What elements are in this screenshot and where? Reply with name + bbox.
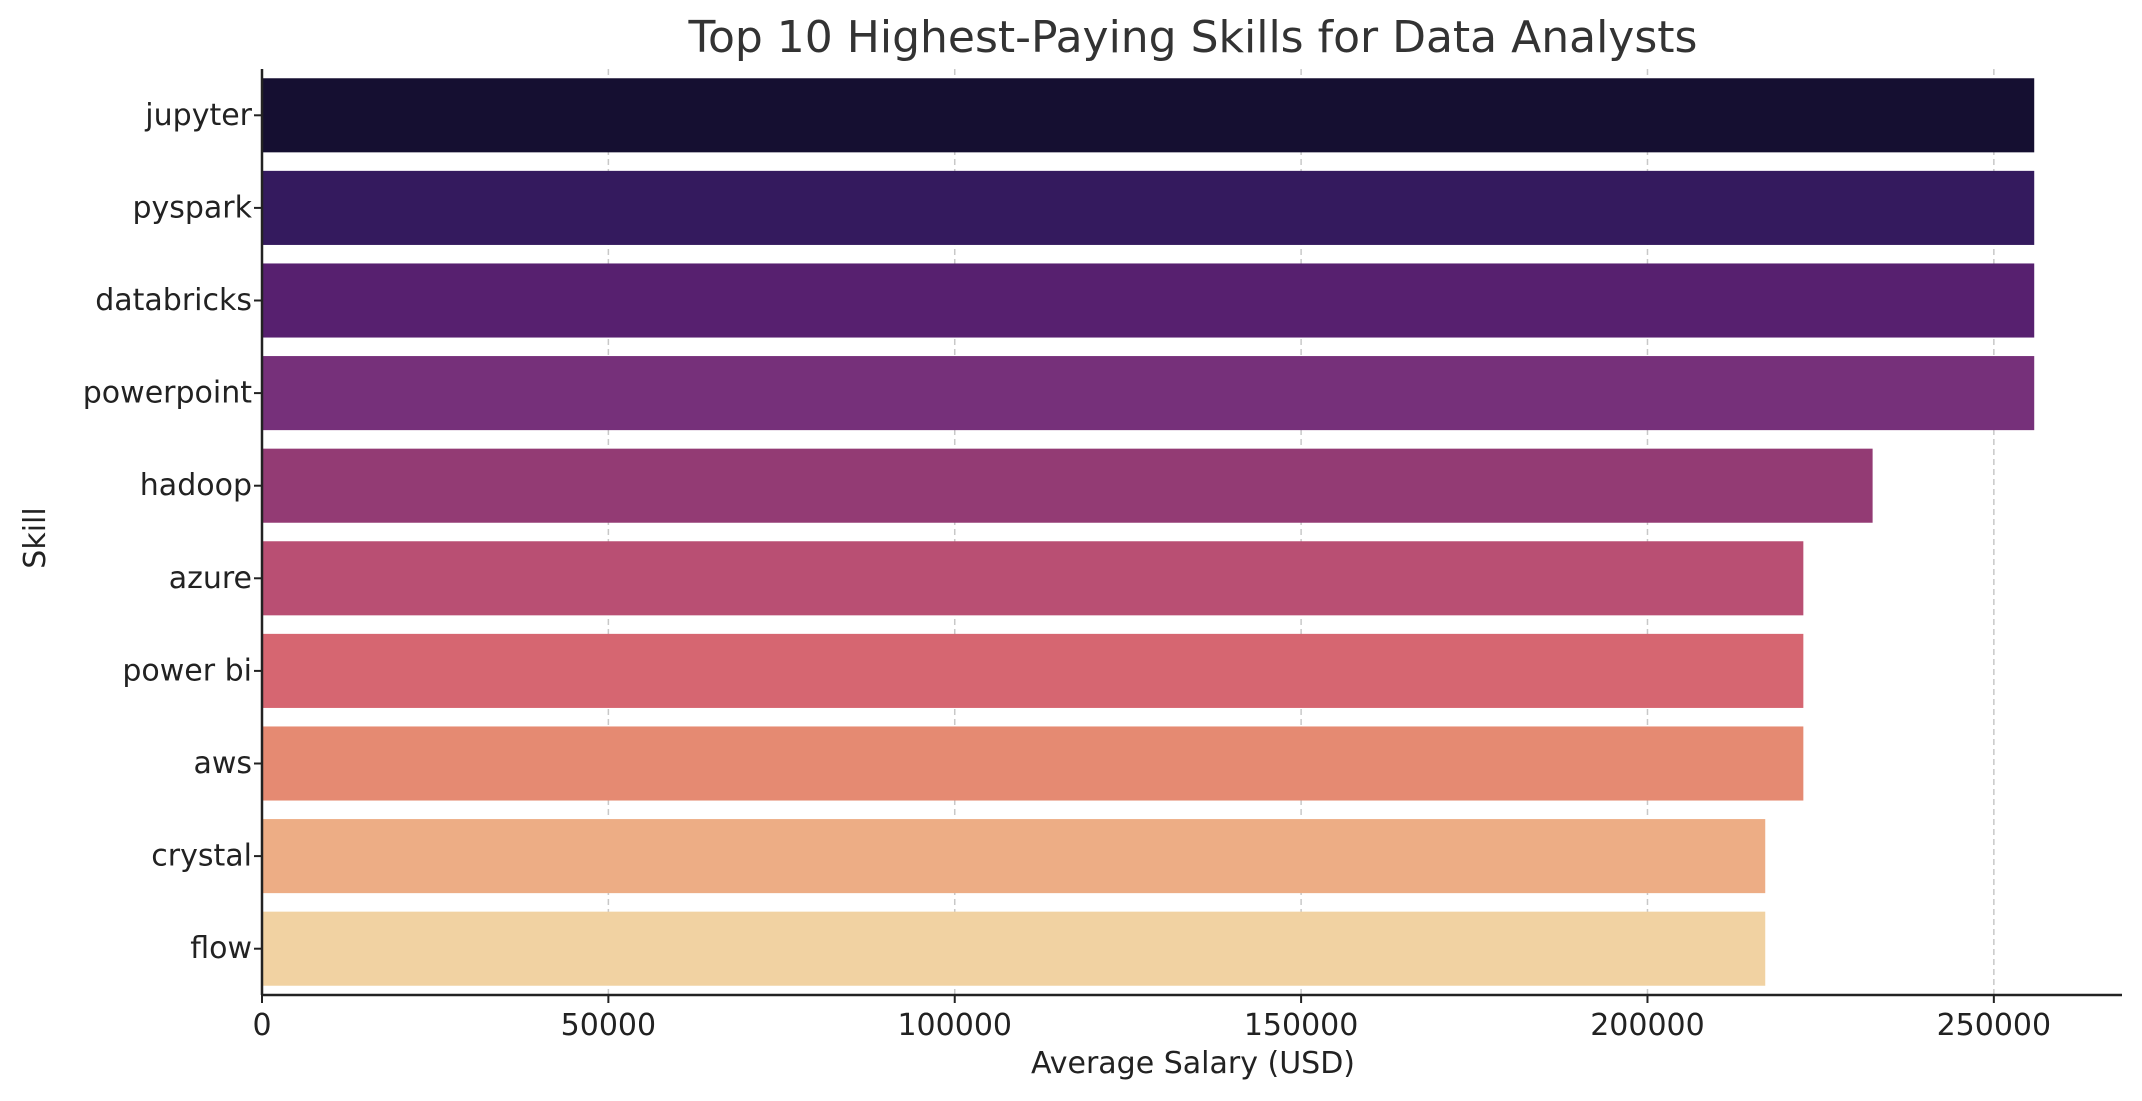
bar-powerpoint — [262, 356, 2035, 431]
axes — [260, 69, 2122, 997]
x-ticks: 0 50000 100000 150000 200000 250000 — [252, 995, 2051, 1043]
bar-power-bi — [262, 633, 1804, 708]
bar-azure — [262, 541, 1804, 616]
y-tick-label: hadoop — [140, 468, 252, 503]
x-tick-label: 200000 — [1590, 1008, 1705, 1043]
x-axis-label: Average Salary (USD) — [1031, 1046, 1355, 1081]
y-tick-label: azure — [169, 561, 252, 596]
y-tick-label: powerpoint — [83, 376, 252, 411]
x-tick-label: 250000 — [1937, 1008, 2052, 1043]
bar-aws — [262, 726, 1804, 801]
bar-hadoop — [262, 448, 1873, 523]
bar-databricks — [262, 263, 2035, 338]
bar-jupyter — [262, 78, 2035, 153]
bar-crystal — [262, 819, 1766, 894]
y-tick-label: flow — [190, 931, 252, 966]
y-tick-label: pyspark — [132, 190, 252, 225]
x-tick-label: 150000 — [1244, 1008, 1359, 1043]
x-tick-label: 50000 — [561, 1008, 656, 1043]
y-tick-label: crystal — [151, 839, 252, 874]
y-axis-label: Skill — [18, 507, 53, 568]
x-tick-label: 100000 — [897, 1008, 1012, 1043]
y-tick-label: jupyter — [144, 98, 252, 133]
y-tick-label: power bi — [122, 653, 252, 688]
y-tick-label: aws — [193, 746, 252, 781]
y-tick-label: databricks — [95, 283, 252, 318]
y-ticks: jupyter pyspark databricks powerpoint hadoop… — [83, 98, 262, 966]
bar-flow — [262, 911, 1766, 986]
bars — [262, 78, 2035, 986]
bar-pyspark — [262, 170, 2035, 245]
x-tick-label: 0 — [252, 1008, 271, 1043]
chart-title: Top 10 Highest-Paying Skills for Data An… — [688, 12, 1698, 63]
